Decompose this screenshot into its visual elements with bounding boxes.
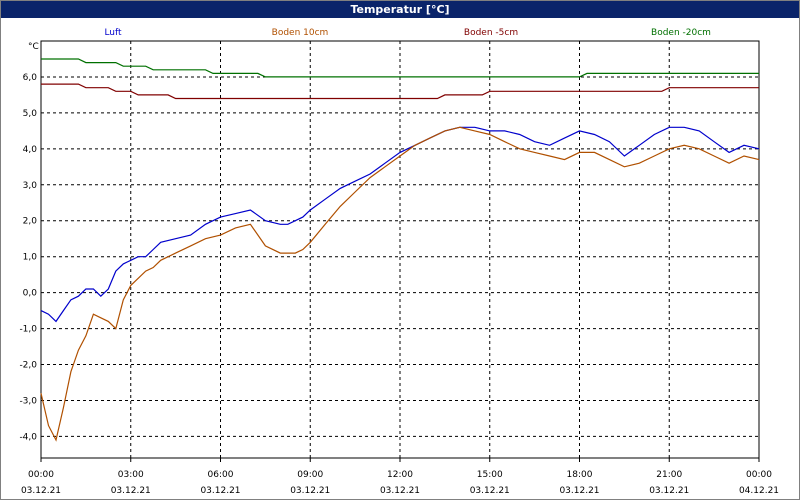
y-tick-label: 3,0 (23, 181, 38, 191)
y-axis: 6,0 5,0 4,0 3,0 2,0 1,0 0,0 -1,0 -2,0 -3,0 -4,0 (19, 73, 37, 442)
x-tick-date-label: 03.12.21 (111, 486, 151, 496)
x-tick-time-label: 12:00 (387, 470, 413, 480)
x-axis: 00:00 03.12.21 03:00 03.12.21 06:00 03.12.21 0… (21, 458, 779, 496)
chart-legend: Luft Boden 10cm Boden -5cm Boden -20cm (104, 28, 711, 38)
x-tick-date-label: 04.12.21 (739, 486, 779, 496)
y-axis-unit-label: °C (28, 42, 39, 52)
x-tick-time-label: 06:00 (208, 470, 234, 480)
x-tick-time-label: 15:00 (477, 470, 503, 480)
window-title: Temperatur [°C] (1, 1, 799, 18)
y-tick-label: 6,0 (23, 73, 38, 83)
x-tick-date-label: 03.12.21 (380, 486, 420, 496)
y-tick-label: -4,0 (19, 432, 37, 442)
x-tick-time-label: 00:00 (746, 470, 772, 480)
x-tick-time-label: 18:00 (567, 470, 593, 480)
chart-grid (41, 41, 759, 458)
y-tick-label: 1,0 (23, 253, 38, 263)
x-tick-date-label: 03.12.21 (649, 486, 689, 496)
y-tick-label: -3,0 (19, 396, 37, 406)
legend-entry-boden-minus-5cm: Boden -5cm (464, 28, 518, 38)
x-tick-time-label: 09:00 (297, 470, 323, 480)
x-tick-time-label: 03:00 (118, 470, 144, 480)
y-tick-label: 2,0 (23, 217, 38, 227)
legend-entry-boden-minus-20cm: Boden -20cm (651, 28, 711, 38)
series-line-luft (40, 126, 760, 323)
x-tick-date-label: 03.12.21 (21, 486, 61, 496)
x-tick-date-label: 03.12.21 (470, 486, 510, 496)
y-tick-label: 0,0 (23, 289, 38, 299)
x-tick-time-label: 00:00 (28, 470, 54, 480)
y-tick-label: 4,0 (23, 145, 38, 155)
legend-entry-luft: Luft (104, 28, 122, 38)
x-tick-time-label: 21:00 (656, 470, 682, 480)
series-line-boden-20cm (41, 58, 759, 78)
series-line-boden-10cm (40, 126, 760, 442)
x-tick-date-label: 03.12.21 (559, 486, 599, 496)
chart-series (40, 58, 760, 442)
series-line-boden-5cm (41, 83, 759, 100)
x-tick-date-label: 03.12.21 (290, 486, 330, 496)
legend-entry-boden-10cm: Boden 10cm (272, 28, 329, 38)
y-tick-label: -1,0 (19, 325, 37, 335)
y-tick-label: 5,0 (23, 109, 38, 119)
x-tick-date-label: 03.12.21 (200, 486, 240, 496)
y-tick-label: -2,0 (19, 361, 37, 371)
